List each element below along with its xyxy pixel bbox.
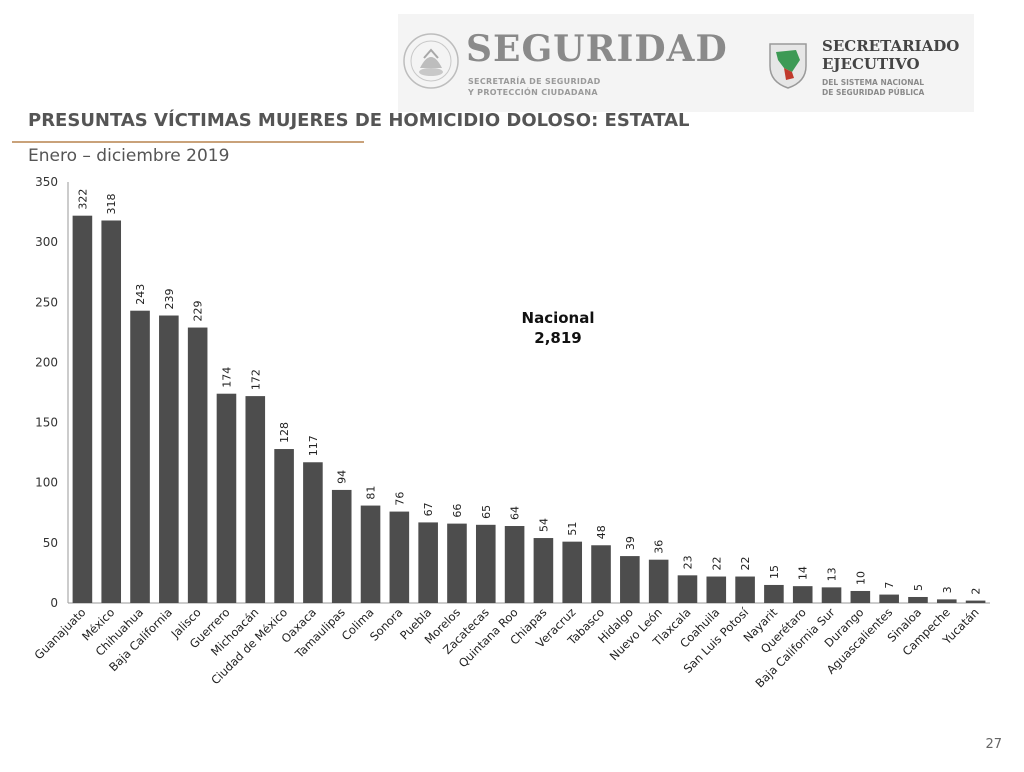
seguridad-title: SEGURIDAD <box>466 28 728 70</box>
sesnsp-shield-icon <box>769 43 807 89</box>
data-label: 66 <box>451 504 464 518</box>
data-label: 65 <box>480 505 493 519</box>
bar <box>706 576 727 603</box>
bar <box>101 220 122 603</box>
period-subtitle: Enero – diciembre 2019 <box>28 146 230 166</box>
bar <box>475 524 496 603</box>
sesnsp-title: SECRETARIADO EJECUTIVO <box>822 37 960 73</box>
data-label: 2 <box>970 588 983 595</box>
data-label: 54 <box>537 518 550 532</box>
bar <box>533 538 554 603</box>
y-tick-label: 250 <box>35 295 58 309</box>
bar <box>187 327 208 603</box>
data-label: 3 <box>941 586 954 593</box>
data-label: 67 <box>422 502 435 516</box>
bar <box>303 462 323 603</box>
seguridad-subtitle: SECRETARÍA DE SEGURIDAD Y PROTECCIÓN CIU… <box>468 77 601 97</box>
title-divider <box>12 141 364 143</box>
bar <box>447 523 467 603</box>
data-label: 7 <box>883 582 896 589</box>
bar <box>850 590 871 603</box>
y-tick-label: 350 <box>35 175 58 189</box>
data-label: 172 <box>249 369 262 390</box>
bar <box>562 541 583 603</box>
y-tick-label: 200 <box>35 355 58 369</box>
data-label: 76 <box>393 492 406 506</box>
bar <box>648 559 669 603</box>
data-label: 318 <box>105 193 118 214</box>
data-label: 239 <box>163 289 176 310</box>
data-label: 14 <box>797 566 810 580</box>
bar <box>418 522 438 603</box>
mexico-seal-icon <box>403 33 459 89</box>
bar <box>216 393 237 603</box>
bar <box>130 310 150 603</box>
bar <box>764 584 784 603</box>
bar <box>245 396 266 603</box>
bar <box>677 575 698 603</box>
data-label: 13 <box>826 567 839 581</box>
bar <box>792 586 813 603</box>
data-label: 39 <box>624 536 637 550</box>
y-tick-label: 50 <box>43 536 58 550</box>
bar <box>389 511 410 603</box>
data-label: 117 <box>307 435 320 456</box>
data-label: 48 <box>595 525 608 539</box>
bar <box>72 215 93 603</box>
national-total-annotation: Nacional 2,819 <box>500 308 616 348</box>
data-label: 23 <box>681 555 694 569</box>
data-label: 64 <box>509 506 522 520</box>
bar <box>504 526 525 603</box>
y-tick-label: 100 <box>35 476 58 490</box>
data-label: 94 <box>336 470 349 484</box>
bar <box>620 556 640 603</box>
bar <box>908 596 928 603</box>
data-label: 174 <box>220 367 233 388</box>
data-label: 128 <box>278 422 291 443</box>
bar-chart: 050100150200250300350322Guanajuato318Méx… <box>31 175 990 690</box>
national-label: Nacional <box>521 309 595 327</box>
bar <box>879 594 899 603</box>
data-label: 36 <box>653 540 666 554</box>
y-tick-label: 150 <box>35 416 58 430</box>
data-label: 22 <box>739 557 752 571</box>
data-label: 322 <box>76 189 89 210</box>
y-tick-label: 0 <box>50 596 58 610</box>
data-label: 22 <box>710 557 723 571</box>
data-label: 10 <box>854 571 867 585</box>
category-label: Sonora <box>367 605 405 643</box>
y-tick-label: 300 <box>35 235 58 249</box>
bar <box>735 576 755 603</box>
data-label: 15 <box>768 565 781 579</box>
bar <box>965 600 986 603</box>
national-value: 2,819 <box>534 329 582 347</box>
data-label: 229 <box>192 301 205 322</box>
header-band <box>398 14 974 112</box>
data-label: 51 <box>566 522 579 536</box>
bar <box>821 587 842 603</box>
page-title: PRESUNTAS VÍCTIMAS MUJERES DE HOMICIDIO … <box>28 110 690 131</box>
bar <box>936 599 957 603</box>
data-label: 243 <box>134 284 147 305</box>
bar <box>274 449 294 603</box>
page-number: 27 <box>985 737 1002 752</box>
data-label: 5 <box>912 584 925 591</box>
bar <box>331 489 352 603</box>
bar <box>591 545 611 603</box>
bar <box>159 315 179 603</box>
sesnsp-subtitle: DEL SISTEMA NACIONAL DE SEGURIDAD PÚBLIC… <box>822 78 925 97</box>
bar <box>360 505 381 603</box>
data-label: 81 <box>365 486 378 500</box>
